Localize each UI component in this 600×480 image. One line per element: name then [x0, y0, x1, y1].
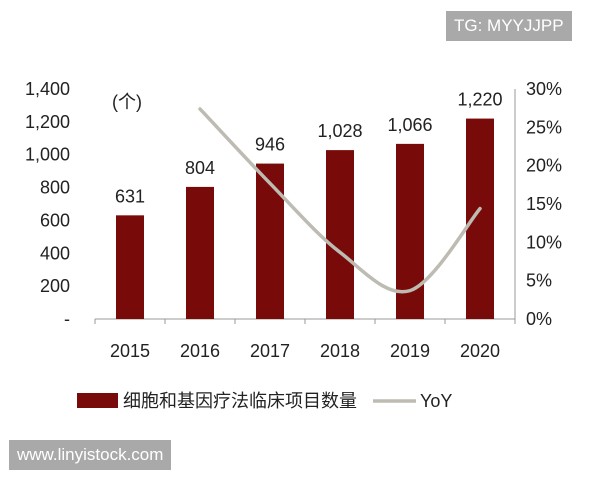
bar-data-label: 1,028	[317, 121, 362, 141]
left-axis-unit-label: (个)	[112, 92, 142, 112]
right-tick-label: 0%	[526, 309, 552, 329]
x-tick-label: 2017	[250, 341, 290, 361]
bar-data-label: 946	[255, 135, 285, 155]
right-tick-label: 20%	[526, 156, 562, 176]
bar	[116, 215, 144, 319]
x-tick-label: 2016	[180, 341, 220, 361]
legend-label-yoy: YoY	[420, 391, 452, 411]
yoy-line	[198, 107, 482, 294]
watermark-top: TG: MYYJJPP	[446, 11, 572, 41]
bar-data-label: 1,066	[387, 115, 432, 135]
bar-data-label: 1,220	[457, 90, 502, 110]
left-tick-label: 1,400	[25, 79, 70, 99]
x-tick-label: 2019	[390, 341, 430, 361]
bar	[326, 150, 354, 319]
left-tick-label: 200	[40, 276, 70, 296]
bar	[186, 186, 214, 319]
watermark-bottom: www.linyistock.com	[9, 440, 172, 470]
left-tick-label: 1,000	[25, 145, 70, 165]
right-tick-label: 5%	[526, 271, 552, 291]
right-tick-label: 15%	[526, 194, 562, 214]
legend-label-bar: 细胞和基因疗法临床项目数量	[123, 391, 357, 411]
left-tick-label: 1,200	[25, 112, 70, 132]
x-tick-label: 2015	[110, 341, 150, 361]
left-tick-label: 600	[40, 210, 70, 230]
bar	[256, 163, 284, 319]
legend-swatch-bar	[77, 393, 118, 408]
x-tick-label: 2018	[320, 341, 360, 361]
right-tick-label: 30%	[526, 79, 562, 99]
left-tick-label: 400	[40, 243, 70, 263]
left-tick-label: -	[64, 309, 70, 329]
x-tick-label: 2020	[460, 341, 500, 361]
left-tick-label: 800	[40, 178, 70, 198]
right-tick-label: 10%	[526, 232, 562, 252]
bar	[466, 118, 494, 319]
right-tick-label: 25%	[526, 117, 562, 137]
bar-data-label: 804	[185, 158, 215, 178]
bar-data-label: 631	[115, 186, 145, 206]
